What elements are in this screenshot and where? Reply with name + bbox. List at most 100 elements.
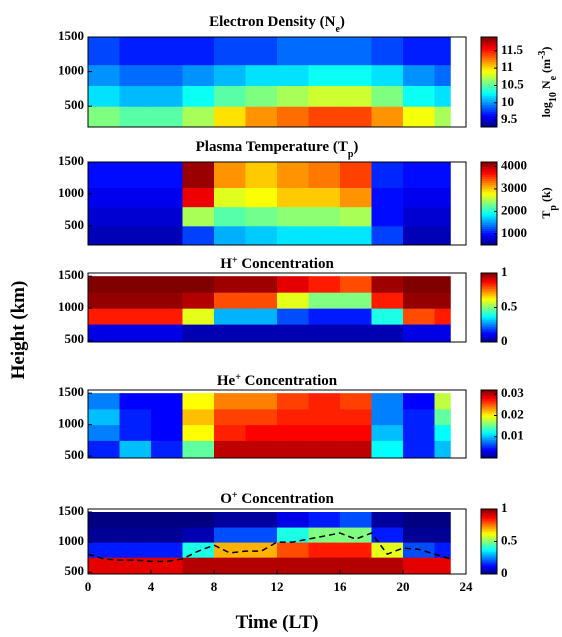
heatmap-cell: [434, 64, 451, 86]
colorbar-swatch: [481, 335, 497, 338]
heatmap-cell: [403, 324, 435, 343]
heatmap-cell: [119, 276, 152, 293]
heatmap-cell: [277, 440, 309, 459]
heatmap-cell: [308, 542, 341, 558]
heatmap-cell: [403, 162, 435, 189]
colorbar-swatch: [481, 55, 497, 58]
heatmap-cell: [434, 276, 451, 293]
heatmap-cell: [245, 440, 278, 459]
colorbar-swatch: [481, 442, 497, 445]
colorbar-swatch: [481, 561, 497, 564]
heatmap-cell: [151, 393, 183, 410]
heatmap-cell: [340, 527, 372, 543]
colorbar-swatch: [481, 405, 497, 408]
colorbar-swatch: [481, 122, 497, 126]
colorbar-swatch: [481, 434, 497, 437]
colorbar-swatch: [481, 176, 497, 180]
colorbar-swatch: [481, 286, 497, 290]
colorbar-swatch: [481, 199, 497, 202]
heatmap-cell: [245, 225, 278, 246]
colorbar-swatch: [481, 430, 497, 433]
heatmap-cell: [308, 408, 341, 426]
heatmap-cell: [151, 542, 183, 558]
heatmap-cell: [371, 85, 404, 107]
heatmap-cell: [245, 106, 278, 128]
colorbar-tick-label: 11.5: [501, 42, 524, 57]
colorbar-swatch: [481, 174, 497, 178]
heatmap-cell: [214, 557, 246, 575]
heatmap-cell: [88, 85, 120, 107]
heatmap-cell: [214, 37, 246, 66]
heatmap-cell: [403, 424, 435, 441]
heatmap-cell: [214, 225, 246, 246]
heatmap-cell: [151, 37, 183, 66]
heatmap-cell: [88, 424, 120, 441]
x-tick-label: 4: [148, 579, 155, 594]
y-tick-label: 1500: [58, 267, 84, 282]
colorbar-swatch: [481, 102, 497, 105]
colorbar-swatch: [481, 517, 497, 520]
colorbar-swatch: [481, 520, 497, 523]
heatmap-cell: [151, 408, 183, 426]
colorbar-swatch: [481, 454, 497, 457]
colorbar-swatch: [481, 539, 497, 542]
colorbar-swatch: [481, 205, 497, 209]
colorbar-swatch: [481, 109, 497, 112]
colorbar-swatch: [481, 510, 497, 513]
colorbar-swatch: [481, 120, 497, 123]
heatmap-cell: [119, 527, 152, 543]
colorbar-swatch: [481, 220, 497, 223]
heatmap-cell: [214, 512, 246, 528]
heatmap-cell: [88, 276, 120, 293]
contour-line: [87, 532, 451, 563]
colorbar-tick-label: 2000: [501, 202, 527, 217]
colorbar-swatch: [481, 236, 497, 240]
heatmap-cell: [119, 408, 152, 426]
heatmap-cell: [371, 206, 404, 227]
panel: 500 1000 1500 9.5 10 10.5 11 11.5: [58, 28, 524, 128]
heatmap-cell: [214, 324, 246, 343]
heatmap-cell: [182, 187, 215, 208]
colorbar-swatch: [481, 441, 497, 444]
colorbar-swatch: [481, 333, 497, 336]
colorbar-swatch: [481, 530, 497, 533]
x-tick-label: 8: [211, 579, 218, 594]
colorbar-tick-label: 1000: [501, 225, 527, 240]
plot-frame: [87, 389, 467, 459]
colorbar-swatch: [481, 449, 497, 452]
colorbar-swatch: [481, 304, 497, 307]
colorbar-swatch: [481, 182, 497, 186]
plot-frame: [87, 36, 467, 128]
colorbar-swatch: [481, 328, 497, 331]
colorbar-swatch: [481, 295, 497, 298]
colorbar-swatch: [481, 274, 497, 277]
heatmap-cell: [151, 225, 183, 246]
heatmap-cell: [403, 276, 435, 293]
colorbar-swatch: [481, 213, 497, 217]
y-tick-label: 1000: [58, 299, 84, 314]
colorbar-swatch: [481, 79, 497, 83]
colorbar-swatch: [481, 50, 497, 54]
colorbar-swatch: [481, 95, 497, 99]
heatmap-cell: [371, 557, 404, 575]
heatmap-cell: [277, 542, 309, 558]
heatmap-cell: [434, 292, 451, 309]
colorbar-swatch: [481, 556, 497, 559]
heatmap-cell: [308, 308, 341, 325]
colorbar-swatch: [481, 104, 497, 108]
heatmap-cell: [277, 308, 309, 325]
heatmap-cell: [371, 162, 404, 189]
colorbar-swatch: [481, 531, 497, 534]
colorbar-swatch: [481, 429, 497, 432]
colorbar-swatch: [481, 64, 497, 67]
heatmap-cell: [182, 206, 215, 227]
colorbar-swatch: [481, 569, 497, 572]
heatmap-cell: [340, 64, 372, 86]
heatmap-cell: [371, 512, 404, 528]
y-tick-label: 500: [65, 217, 85, 232]
heatmap-cell: [403, 440, 435, 459]
colorbar-swatch: [481, 291, 497, 295]
colorbar-swatch: [481, 554, 497, 557]
colorbar-swatch: [481, 283, 497, 286]
heatmap-cell: [308, 64, 341, 86]
